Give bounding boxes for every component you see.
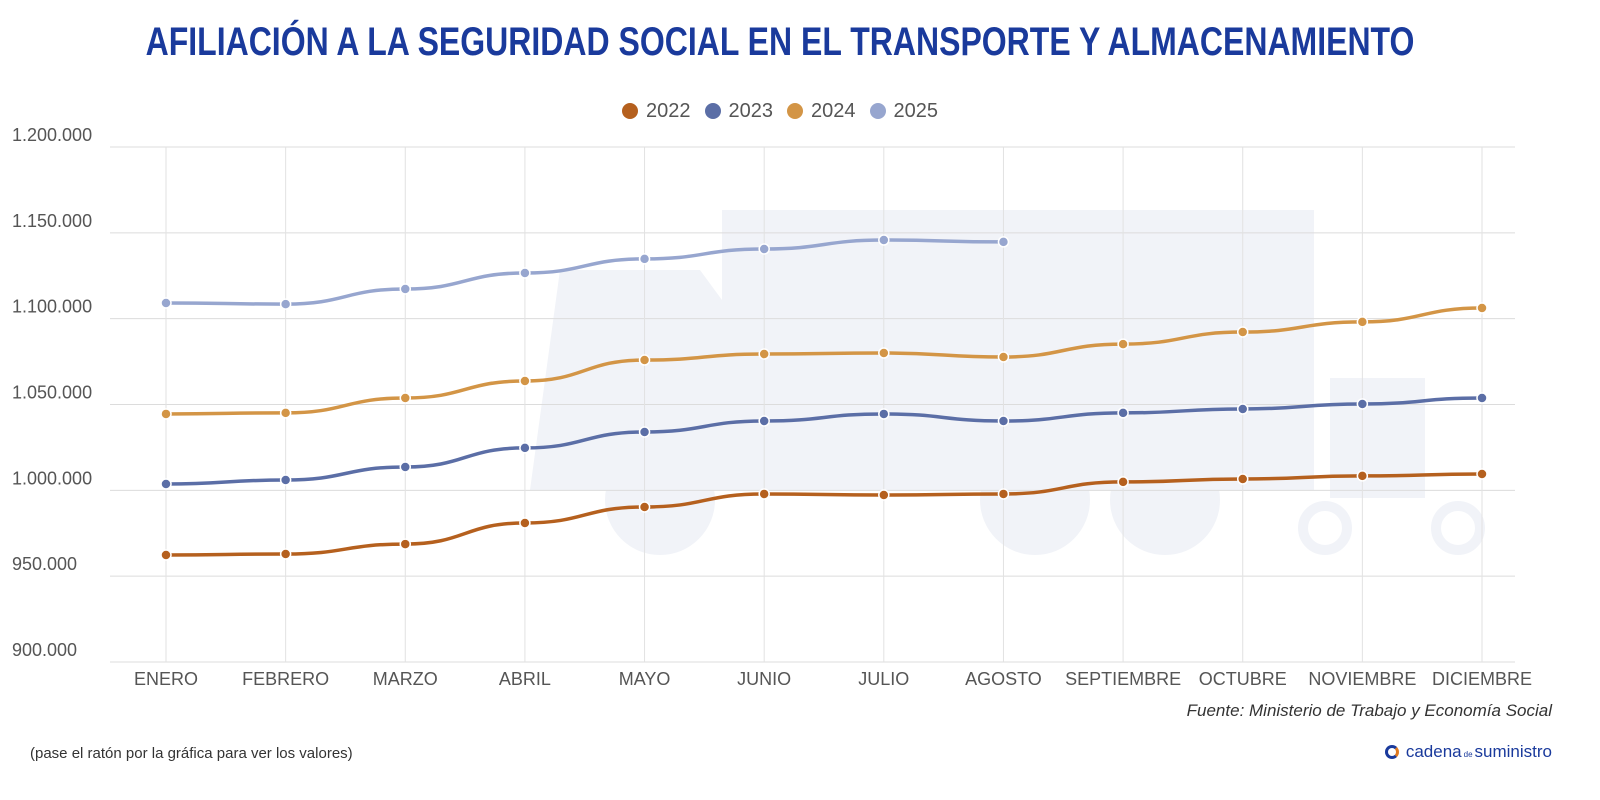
data-point-2022	[1117, 476, 1129, 488]
x-tick-label: MARZO	[373, 669, 438, 689]
logo-text-small: de	[1463, 750, 1473, 759]
x-tick-label: OCTUBRE	[1199, 669, 1287, 689]
data-point-2024	[1356, 316, 1369, 328]
data-point-2022	[399, 538, 412, 550]
data-point-2022	[519, 517, 531, 529]
truck-cab-decoration	[530, 270, 722, 490]
legend-label: 2024	[811, 100, 856, 122]
data-point-2023	[1356, 398, 1369, 410]
x-tick-label: ABRIL	[499, 669, 551, 689]
data-point-2023	[638, 426, 651, 438]
x-tick-label: JUNIO	[737, 669, 791, 689]
logo-icon	[1384, 745, 1399, 759]
legend-item-2024[interactable]: 2024	[787, 100, 856, 122]
legend: 2022 2023 2024 2025	[0, 100, 1560, 122]
data-point-2023	[997, 415, 1010, 427]
legend-dot-icon	[869, 103, 886, 119]
x-tick-label: ENERO	[134, 669, 198, 689]
cart-wheel-decoration	[1431, 501, 1485, 555]
x-tick-label: MAYO	[619, 669, 671, 689]
data-point-2024	[878, 347, 890, 359]
data-point-2024	[279, 407, 292, 419]
legend-label: 2022	[646, 100, 691, 122]
x-tick-label: DICIEMBRE	[1432, 669, 1532, 689]
legend-dot-icon	[622, 103, 638, 119]
truck-wheel-decoration	[980, 445, 1090, 555]
cart-boxes-decoration	[1330, 378, 1425, 498]
legend-dot-icon	[787, 103, 803, 119]
legend-item-2022[interactable]: 2022	[622, 100, 691, 122]
data-point-2023	[1236, 403, 1249, 415]
y-tick-label: 1.050.000	[12, 383, 92, 403]
x-tick-label: JULIO	[858, 669, 909, 689]
data-point-2024	[758, 348, 770, 360]
cart-wheel-decoration	[1298, 501, 1352, 555]
x-tick-label: FEBRERO	[242, 669, 329, 689]
x-tick-label: SEPTIEMBRE	[1065, 669, 1181, 689]
data-point-2022	[1356, 470, 1369, 482]
truck-wheel-decoration	[605, 445, 715, 555]
legend-item-2025[interactable]: 2025	[869, 100, 939, 122]
data-point-2024	[1236, 326, 1249, 338]
data-point-2023	[1476, 392, 1488, 404]
y-tick-label: 950.000	[12, 554, 77, 574]
hover-hint: (pase el ratón por la gráfica para ver l…	[30, 745, 353, 762]
data-point-2025	[638, 253, 651, 265]
data-point-2023	[399, 461, 412, 473]
logo-text-end: suministro	[1474, 742, 1552, 761]
y-tick-label: 1.100.000	[12, 297, 92, 317]
data-point-2022	[1236, 473, 1249, 485]
legend-label: 2025	[893, 100, 939, 122]
series-line-2025	[165, 238, 1004, 306]
legend-item-2023[interactable]: 2023	[704, 100, 774, 122]
y-tick-label: 1.150.000	[12, 211, 92, 231]
x-tick-label: NOVIEMBRE	[1308, 669, 1416, 689]
data-point-2024	[638, 354, 651, 366]
logo: cadena de suministro	[1384, 742, 1552, 762]
series-line-2022	[165, 472, 1483, 557]
truck-body-decoration	[722, 210, 1314, 490]
data-point-2024	[1476, 302, 1488, 314]
data-point-2024	[399, 392, 412, 404]
data-point-2023	[279, 474, 292, 486]
data-point-2024	[997, 351, 1010, 363]
legend-dot-icon	[704, 103, 721, 119]
chart-title-container: AFILIACIÓN A LA SEGURIDAD SOCIAL EN EL T…	[0, 18, 1560, 68]
logo-text: cadena	[1405, 742, 1462, 761]
data-point-2024	[519, 375, 531, 387]
data-point-2022	[758, 488, 770, 500]
data-point-2023	[1117, 407, 1129, 419]
data-point-2025	[758, 243, 770, 255]
chart-title: AFILIACIÓN A LA SEGURIDAD SOCIAL EN EL T…	[145, 20, 1415, 64]
data-point-2023	[758, 415, 770, 427]
y-tick-label: 1.200.000	[12, 125, 92, 145]
series-line-2023	[165, 396, 1483, 486]
data-point-2022	[638, 501, 651, 513]
truck-wheel-decoration	[1110, 445, 1220, 555]
data-point-2025	[519, 267, 531, 279]
y-tick-label: 900.000	[12, 640, 77, 660]
data-point-2023	[878, 408, 890, 420]
legend-label: 2023	[728, 100, 774, 122]
data-point-2022	[997, 488, 1010, 500]
data-point-2022	[160, 549, 172, 561]
data-point-2025	[160, 297, 172, 309]
source-note: Fuente: Ministerio de Trabajo y Economía…	[1186, 701, 1552, 720]
data-point-2022	[878, 489, 890, 501]
data-point-2023	[519, 442, 531, 454]
data-point-2023	[160, 478, 172, 490]
y-tick-label: 1.000.000	[12, 468, 92, 488]
x-tick-label: AGOSTO	[965, 669, 1042, 689]
data-point-2022	[1476, 468, 1488, 480]
data-point-2025	[279, 298, 292, 310]
data-point-2025	[997, 236, 1010, 248]
data-point-2025	[878, 234, 890, 246]
data-point-2024	[1117, 338, 1129, 350]
data-point-2022	[279, 548, 292, 560]
data-point-2025	[399, 283, 412, 295]
series-line-2024	[165, 306, 1483, 416]
data-point-2024	[160, 408, 172, 420]
